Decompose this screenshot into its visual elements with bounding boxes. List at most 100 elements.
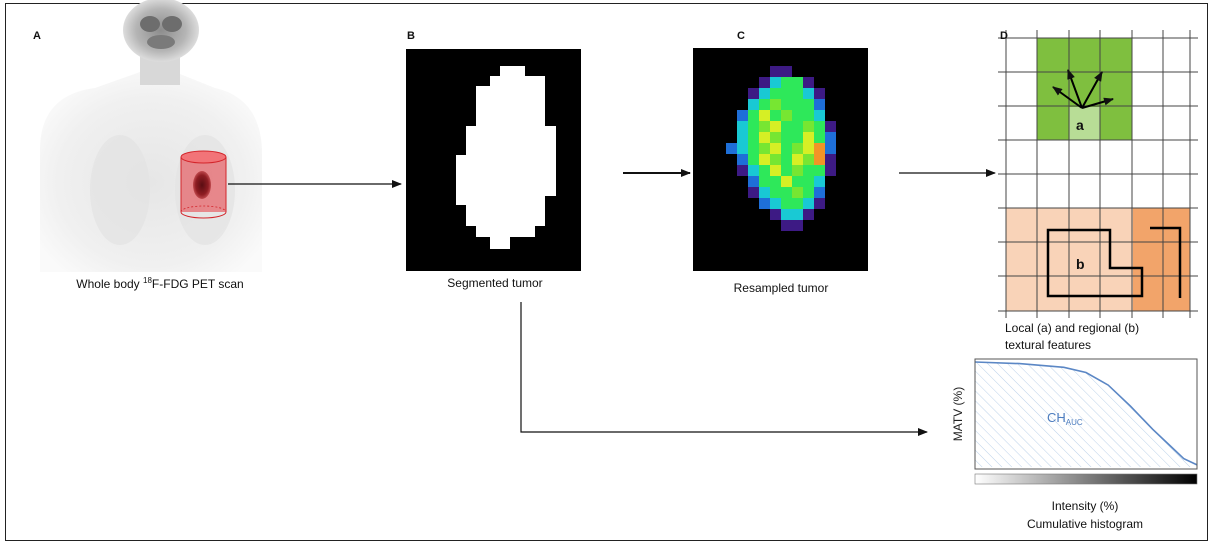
voxel [737,121,748,132]
voxel [748,176,759,187]
voxel [748,143,759,154]
voxel [781,121,792,132]
voxel [737,143,748,154]
voxel [792,176,803,187]
voxel [748,187,759,198]
voxel [792,198,803,209]
voxel [792,187,803,198]
voxel [803,209,814,220]
voxel [814,110,825,121]
panel-label-b: B [407,30,415,42]
voxel [737,132,748,143]
voxel [726,143,737,154]
voxel [759,99,770,110]
local-region-label: a [1076,117,1084,133]
voxel [792,99,803,110]
voxel [825,154,836,165]
voxel [759,165,770,176]
figure-frame [5,3,1208,541]
voxel [781,220,792,231]
voxel [759,110,770,121]
voxel [781,154,792,165]
regional-zone-outline [1046,228,1144,298]
flow-arrows [228,169,996,436]
texture-caption: Local (a) and regional (b) textural feat… [1005,320,1185,354]
voxel [803,143,814,154]
voxel [770,99,781,110]
voxel [803,132,814,143]
segmented-tumor-caption: Segmented tumor [447,276,543,290]
voxel [792,209,803,220]
histogram-title: Cumulative histogram [1026,517,1144,531]
regional-zone-corner [1150,226,1182,298]
texture-grid [998,30,1198,318]
voxel [803,88,814,99]
voxel [781,110,792,121]
voxel [825,165,836,176]
voxel [825,132,836,143]
voxel [792,132,803,143]
voxel [814,99,825,110]
voxel [825,121,836,132]
voxel [792,88,803,99]
voxel [781,99,792,110]
resampled-tumor-image [693,48,868,271]
voxel [748,88,759,99]
voxel [759,143,770,154]
panel-label-d: D [1000,30,1008,42]
voxel [803,198,814,209]
voxel [792,154,803,165]
tumor-roi-cylinder [180,150,227,219]
voxel [759,176,770,187]
voxel [748,165,759,176]
voxel [781,66,792,77]
voxel [803,165,814,176]
voxel [759,198,770,209]
cumulative-histogram: CHAUC MATV (%) [951,358,1198,485]
voxel [792,121,803,132]
voxel [781,187,792,198]
voxel [781,209,792,220]
voxel [814,198,825,209]
voxel [814,187,825,198]
texture-caption-line1: Local (a) and regional (b) [1005,321,1140,335]
voxel [781,176,792,187]
regional-region-label: b [1076,256,1085,272]
voxel [814,154,825,165]
segmented-tumor-image [406,49,581,271]
voxel [814,143,825,154]
voxel [814,176,825,187]
voxel [770,165,781,176]
voxel [803,77,814,88]
voxel [814,88,825,99]
voxel [781,143,792,154]
voxel [748,132,759,143]
voxel [792,165,803,176]
voxel [759,77,770,88]
voxel [737,110,748,121]
voxel [803,154,814,165]
voxel [770,88,781,99]
pet-scan-caption: Whole body 18F-FDG PET scan [76,276,244,291]
voxel [770,209,781,220]
voxel [792,110,803,121]
local-direction-arrows [1052,69,1114,109]
voxel [792,143,803,154]
voxel [748,110,759,121]
voxel [803,99,814,110]
histogram-curve [974,361,1198,466]
histogram-x-label: Intensity (%) [1051,499,1119,513]
voxel [759,187,770,198]
voxel [781,132,792,143]
voxel [770,187,781,198]
auc-label: CHAUC [1047,410,1083,427]
voxel [770,77,781,88]
voxel [770,154,781,165]
voxel [803,110,814,121]
voxel [770,110,781,121]
voxel [792,77,803,88]
texture-caption-line2: textural features [1005,338,1092,352]
voxel [814,132,825,143]
voxel [792,220,803,231]
pet-scan-image [12,0,267,272]
